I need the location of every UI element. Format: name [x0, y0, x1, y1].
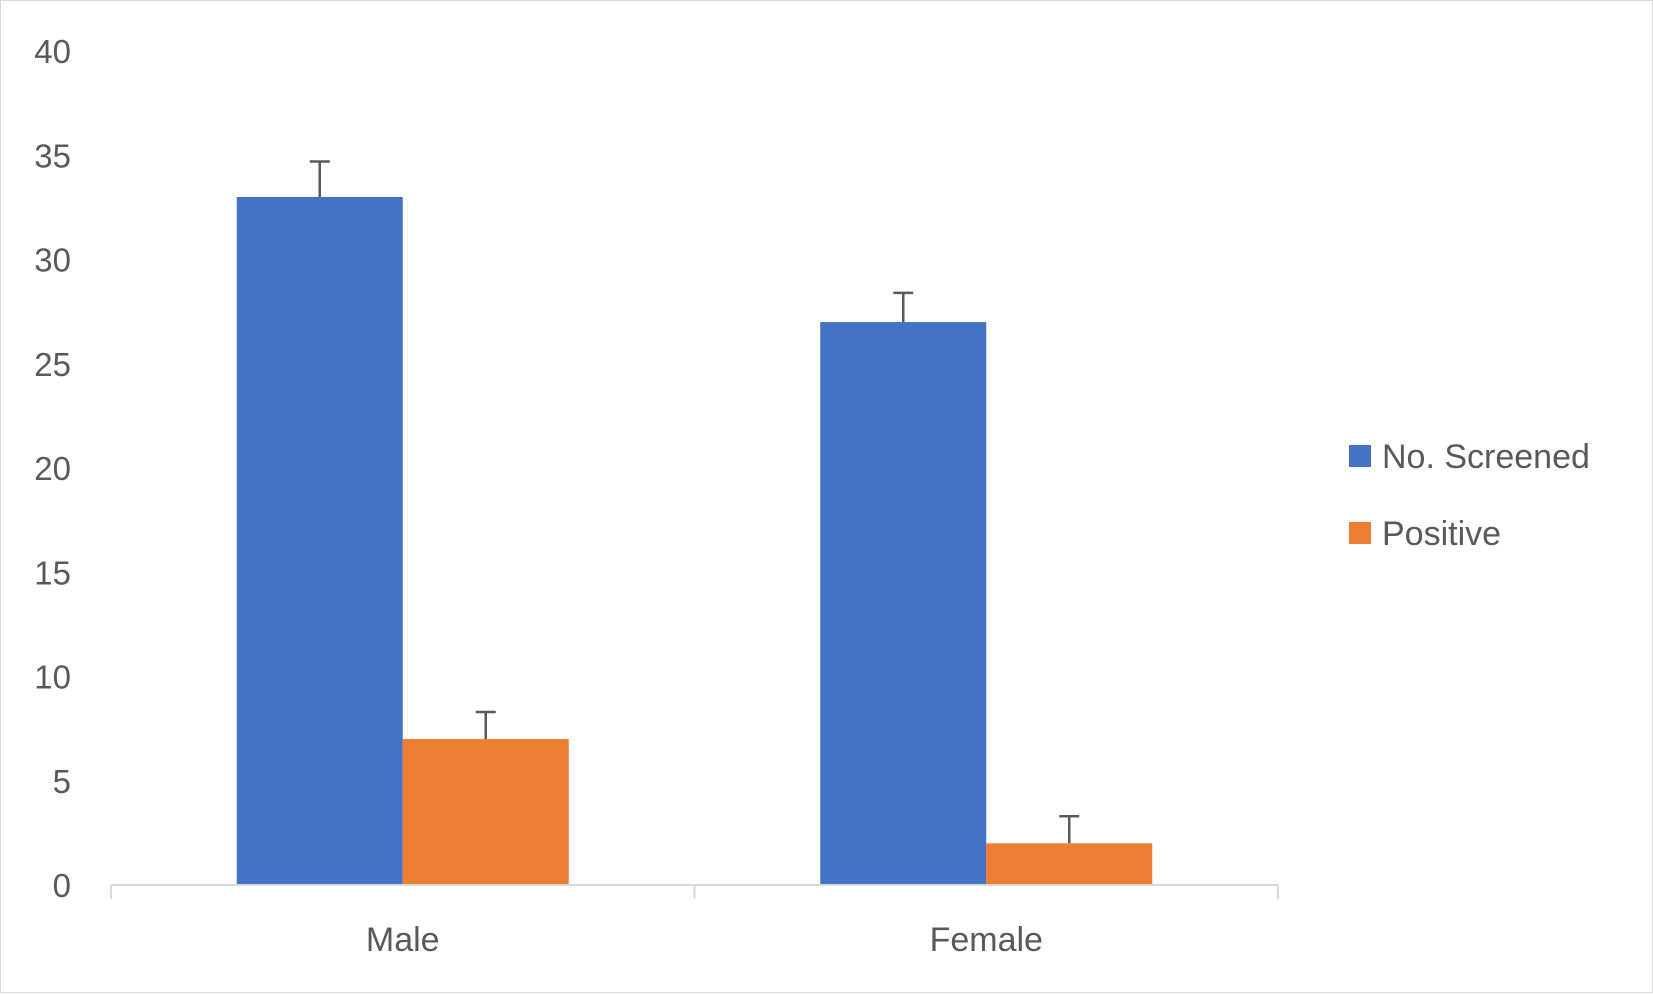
- y-tick-label: 10: [34, 659, 71, 696]
- x-axis: Male Female: [110, 884, 1279, 959]
- bar: [236, 196, 403, 885]
- bars: [236, 196, 1153, 885]
- y-tick-label: 5: [53, 763, 71, 800]
- bar: [820, 322, 987, 885]
- legend-label: No. Screened: [1382, 438, 1590, 476]
- y-tick-label: 15: [34, 554, 71, 591]
- y-tick-label: 25: [34, 346, 71, 383]
- x-category-label: Female: [930, 921, 1043, 959]
- y-tick-label: 20: [34, 450, 71, 487]
- x-category-label: Male: [366, 921, 440, 959]
- y-tick-label: 30: [34, 242, 71, 279]
- y-tick-label: 35: [34, 137, 71, 174]
- y-tick-label: 0: [53, 867, 71, 904]
- error-bars: [309, 160, 1080, 844]
- bar: [986, 843, 1153, 885]
- legend-swatch: [1349, 445, 1371, 467]
- legend-label: Positive: [1382, 515, 1501, 553]
- y-axis: 0 5 10 15 20 25 30 35 40: [34, 33, 71, 904]
- legend: No. Screened Positive: [1349, 438, 1590, 553]
- legend-swatch: [1349, 522, 1371, 544]
- y-tick-label: 40: [34, 33, 71, 70]
- bar: [402, 739, 569, 885]
